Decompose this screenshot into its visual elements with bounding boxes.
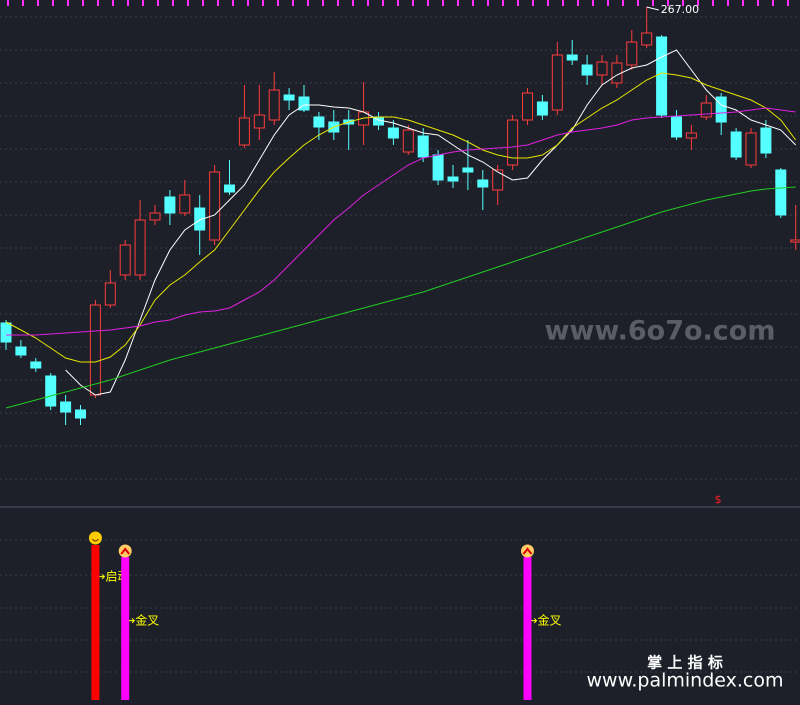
candle-body <box>626 41 638 66</box>
brand: 掌 上 指 标 <box>647 654 723 672</box>
candle-body <box>536 101 548 116</box>
candle-body <box>268 89 280 121</box>
up-chevron <box>522 547 533 555</box>
candle-body <box>134 219 146 276</box>
candle-body <box>745 132 757 166</box>
candle-body <box>60 401 72 413</box>
smile-icon <box>88 531 102 545</box>
candle-body <box>75 409 86 419</box>
up-chevron <box>120 547 130 555</box>
candle-body <box>760 127 772 154</box>
candle-body <box>238 117 250 146</box>
candle-body <box>15 346 27 356</box>
candle-body <box>492 169 504 191</box>
candle-body <box>89 304 101 396</box>
ma-line <box>65 49 797 396</box>
smile-mouth <box>92 538 99 542</box>
candle-body <box>641 32 653 46</box>
candle-body <box>566 54 578 61</box>
signal-label: →金叉 <box>528 613 562 628</box>
ma-line <box>5 186 796 409</box>
candle-body <box>596 61 608 76</box>
candle-body <box>45 375 57 407</box>
candle-body <box>119 244 131 276</box>
candle-body <box>522 92 533 121</box>
watermark: www.6o7o.com <box>545 316 776 347</box>
candle-body <box>671 116 682 138</box>
candle-body <box>30 361 42 369</box>
candle-body <box>685 132 697 139</box>
signal-label: →金叉 <box>125 613 159 628</box>
high-pointer <box>646 6 659 11</box>
candle-body <box>432 154 444 181</box>
high-label: 267.00 <box>661 3 700 16</box>
candle-body <box>775 169 787 216</box>
signal-bar <box>523 557 532 700</box>
candle-body <box>462 167 474 173</box>
candle-body <box>179 194 191 214</box>
site: www.palmindex.com <box>586 670 783 692</box>
candle-body <box>730 131 742 158</box>
candle-body <box>0 322 12 343</box>
signal-bar <box>91 545 100 700</box>
candle-body <box>224 184 235 193</box>
candle-body <box>313 116 325 128</box>
candle-body <box>417 135 429 158</box>
candle-body <box>298 96 310 111</box>
candle-body <box>447 176 459 182</box>
candle-body <box>507 119 519 166</box>
candle-body <box>387 127 399 139</box>
candle-body <box>164 196 176 214</box>
ma-line <box>5 72 797 363</box>
candle-body <box>715 96 727 123</box>
candle-body <box>253 114 265 129</box>
candle-body <box>149 212 161 221</box>
signal-label: →启动 <box>95 570 129 584</box>
candle-body <box>790 239 800 243</box>
candle-body <box>402 129 414 153</box>
candle-body <box>581 64 593 76</box>
candle-body <box>283 94 295 101</box>
candle-body <box>104 282 116 306</box>
candle-body <box>194 207 206 231</box>
candle-body <box>209 171 221 241</box>
candle-body <box>551 54 563 111</box>
candle-body <box>656 36 668 116</box>
candle-body <box>477 179 489 188</box>
up-icon <box>118 544 132 558</box>
signal-bar <box>121 557 130 700</box>
candle-body <box>700 102 712 118</box>
marker: $ <box>715 493 722 506</box>
ma-line <box>6 107 796 336</box>
up-icon <box>521 544 534 558</box>
